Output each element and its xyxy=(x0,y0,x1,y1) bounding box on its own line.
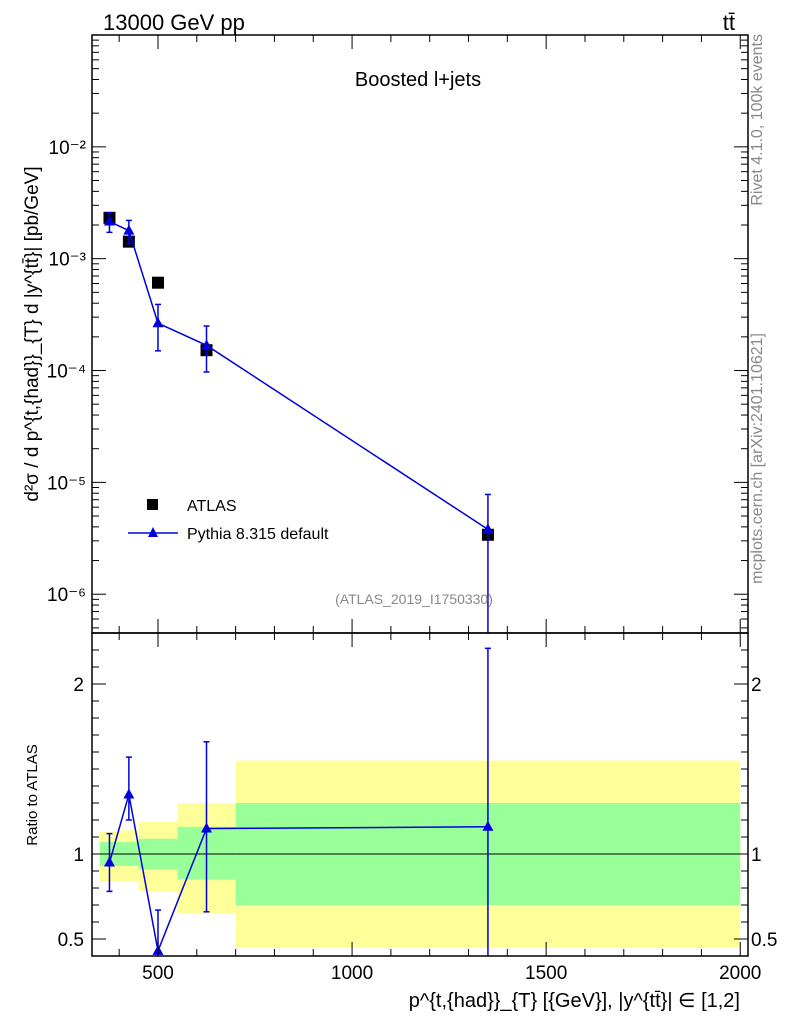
ratio-pythia-point xyxy=(201,822,213,833)
atlas-data-point xyxy=(151,276,164,289)
pythia-data-point xyxy=(482,523,494,534)
mcplots-label: mcplots.cern.ch [arXiv:2401.10621] xyxy=(749,333,766,584)
ratio-pythia-point xyxy=(103,856,115,867)
ratio-y-tick-label: 1 xyxy=(73,845,84,866)
main-y-tick-label: 10⁻⁵ xyxy=(47,473,86,494)
legend-pythia-marker xyxy=(148,527,158,537)
main-y-tick-label: 10⁻³ xyxy=(49,250,87,271)
pythia-data-point xyxy=(201,339,213,350)
pythia-data-point xyxy=(103,215,115,226)
ratio-y-tick-label-right: 0.5 xyxy=(751,930,777,951)
pythia-line xyxy=(109,220,489,530)
x-tick-label: 1000 xyxy=(331,963,373,984)
main-plot-area xyxy=(103,211,494,633)
pythia-data-point xyxy=(123,224,135,235)
legend-atlas-label: ATLAS xyxy=(187,498,237,515)
ratio-y-axis: 0.5 0.5 1 1 2 2 xyxy=(58,632,777,957)
main-panel: 10⁻⁶ 10⁻⁵ 10⁻⁴ 10⁻³ 10⁻² Boosted l+jets (ATL… xyxy=(22,34,749,634)
legend-pythia-label: Pythia 8.315 default xyxy=(187,526,329,543)
main-frame xyxy=(91,34,749,634)
ratio-y-tick-label: 2 xyxy=(73,675,84,696)
main-y-axis: 10⁻⁶ 10⁻⁵ 10⁻⁴ 10⁻³ 10⁻² xyxy=(47,34,748,633)
energy-label: 13000 GeV pp xyxy=(103,10,245,35)
ratio-frame xyxy=(91,632,749,957)
x-tick-label: 2000 xyxy=(719,963,761,984)
main-y-tick-label: 10⁻⁶ xyxy=(47,585,86,606)
rivet-version-label: Rivet 4.1.0, 100k events xyxy=(749,34,766,206)
main-y-tick-label: 10⁻² xyxy=(49,138,87,159)
x-axis-label: p^{t,{had}}_{T} [{GeV}], |y^{tt̄}| ∈ [1,… xyxy=(409,990,740,1012)
main-y-axis-label: d²σ / d p^{t,{had}}_{T} d |y^{tt̄}| [pb/… xyxy=(22,166,43,501)
x-tick-label: 500 xyxy=(142,963,174,984)
ratio-y-axis-label: Ratio to ATLAS xyxy=(24,744,41,845)
process-label: tt̄ xyxy=(723,10,735,35)
analysis-id: (ATLAS_2019_I1750330) xyxy=(335,591,493,607)
pythia-data-point xyxy=(152,317,164,328)
legend-atlas-marker xyxy=(147,499,158,510)
ratio-pythia-point xyxy=(482,820,494,831)
x-tick-label: 1500 xyxy=(525,963,567,984)
ratio-panel: 0.5 0.5 1 1 2 2 500 1000 1500 2000 Ratio to ATLA… xyxy=(24,632,777,1012)
ratio-pythia-point xyxy=(123,788,135,799)
legend: ATLAS Pythia 8.315 default xyxy=(128,498,329,543)
ratio-x-axis: 500 1000 1500 2000 xyxy=(118,633,761,984)
plot-title: Boosted l+jets xyxy=(355,69,481,91)
main-y-tick-label: 10⁻⁴ xyxy=(47,362,86,383)
ratio-plot-area xyxy=(92,647,748,956)
ratio-y-tick-label: 0.5 xyxy=(58,930,84,951)
ratio-y-tick-label-right: 2 xyxy=(751,675,762,696)
ratio-y-tick-label-right: 1 xyxy=(751,845,762,866)
